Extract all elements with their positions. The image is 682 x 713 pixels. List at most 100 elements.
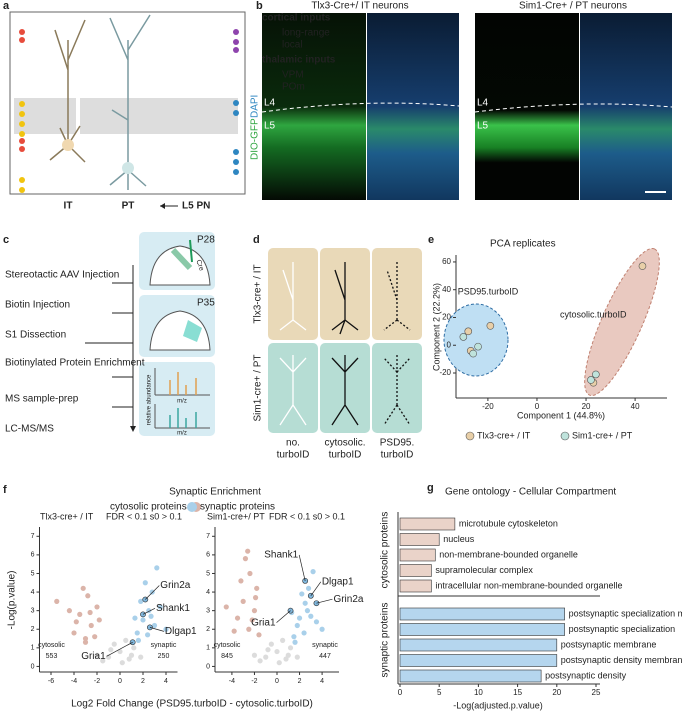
stain-label: DAPI	[250, 95, 261, 118]
data-point	[291, 634, 297, 640]
data-point	[77, 611, 83, 617]
data-point	[145, 632, 151, 638]
y-tick-label: 20	[442, 313, 451, 322]
age-label: P35	[197, 298, 215, 309]
data-point	[294, 622, 300, 629]
column-label: turboID	[277, 450, 310, 461]
legend-label: synaptic proteins	[200, 502, 275, 513]
bar-label: postsynaptic specialization membrane	[569, 608, 682, 618]
data-point	[94, 604, 100, 610]
row-label: Tlx3-cre+ / IT	[253, 264, 264, 323]
y-tick-label: 6	[206, 552, 210, 559]
x-tick-label: 0	[275, 678, 279, 685]
data-point	[294, 654, 300, 660]
data-point	[123, 637, 129, 643]
data-point	[80, 585, 86, 591]
data-point	[92, 634, 98, 640]
group-label: synaptic proteins	[380, 602, 391, 677]
data-point	[310, 569, 316, 575]
legend-heading: cortical inputs	[262, 13, 331, 24]
count-value: 250	[158, 653, 170, 660]
data-point	[66, 608, 72, 614]
bar	[399, 638, 558, 652]
data-point	[302, 600, 308, 606]
data-point	[464, 327, 473, 336]
data-point	[163, 626, 169, 632]
count-value: 553	[46, 653, 58, 660]
data-point	[135, 637, 141, 643]
legend-swatch	[465, 431, 475, 441]
panel-b-images	[261, 13, 673, 200]
column-label: turboID	[329, 450, 362, 461]
column-label: PSD95.	[380, 438, 414, 449]
bar-label: nucleus	[443, 534, 475, 544]
gene-label: Grin2a	[333, 594, 363, 605]
workflow-step: Biotinylated Protein Enrichment	[5, 358, 145, 369]
count-label: synaptic	[151, 642, 177, 649]
bar-label: microtubule cytoskeleton	[459, 518, 558, 528]
image-title: Sim1-Cre+ / PT neurons	[519, 1, 627, 12]
data-point	[242, 556, 249, 562]
data-point	[54, 598, 60, 604]
legend-swatch	[560, 431, 570, 441]
bar	[399, 607, 565, 621]
x-tick-label: 10	[474, 688, 483, 697]
y-tick-label: 0	[31, 663, 35, 670]
x-tick-label: -4	[229, 678, 235, 685]
x-tick-label: 0	[535, 402, 540, 411]
data-point	[587, 376, 595, 384]
layer-label: L4	[264, 98, 276, 109]
y-axis-label: -Log(p.value)	[7, 571, 18, 630]
data-point	[251, 608, 258, 614]
data-point	[111, 641, 117, 647]
y-tick-label: 7	[31, 533, 35, 540]
group-label: cytosolic proteins	[380, 512, 391, 589]
axis-label: m/z	[177, 431, 187, 437]
threshold-label: FDR < 0.1 s0 > 0.1	[106, 511, 182, 521]
gene-point	[307, 592, 314, 599]
data-point	[469, 349, 477, 358]
data-point	[283, 656, 289, 662]
y-tick-label: 60	[442, 257, 451, 266]
gene-label: Grin2a	[160, 580, 190, 591]
gene-label: Dlgap1	[165, 626, 197, 637]
x-tick-label: 4	[320, 678, 324, 685]
data-point	[638, 262, 647, 270]
x-tick-label: 20	[552, 688, 561, 697]
image-title: Tlx3-Cre+/ IT neurons	[311, 1, 408, 12]
annotation: PSD95.turboID	[458, 286, 519, 296]
gene-leader	[149, 627, 164, 632]
data-point	[249, 617, 255, 623]
data-point	[142, 580, 148, 586]
data-point	[148, 613, 154, 619]
data-point	[108, 647, 114, 653]
data-point	[246, 626, 252, 632]
y-tick-label: 3	[31, 607, 35, 614]
bar-label: intracellular non-membrane-bounded organ…	[435, 580, 622, 590]
data-point	[268, 641, 274, 647]
data-point	[313, 619, 320, 625]
data-point	[85, 593, 91, 599]
gene-leader	[310, 581, 322, 596]
legend-label: Sim1-cre+ / PT	[572, 430, 633, 440]
y-tick-label: 1	[31, 645, 35, 652]
data-point	[247, 570, 253, 577]
data-point	[138, 654, 144, 660]
gene-point	[140, 611, 146, 618]
panel-a-drawing	[9, 11, 278, 209]
data-point	[126, 656, 132, 662]
x-tick-label: 2	[141, 678, 145, 685]
legend-label: Tlx3-cre+ / IT	[477, 430, 531, 440]
data-point	[82, 635, 89, 642]
gene-leader	[276, 610, 291, 623]
age-label: P28	[197, 235, 215, 246]
annotation: cytosolic.turboID	[560, 309, 627, 319]
y-tick-label: 0	[447, 340, 452, 349]
gene-leader	[145, 585, 160, 600]
data-point	[280, 637, 286, 643]
neuron-label: L5 PN	[182, 201, 210, 212]
panel-letter: e	[428, 234, 434, 246]
data-point	[94, 652, 100, 658]
data-point	[308, 613, 314, 619]
y-tick-label: -20	[439, 368, 451, 377]
